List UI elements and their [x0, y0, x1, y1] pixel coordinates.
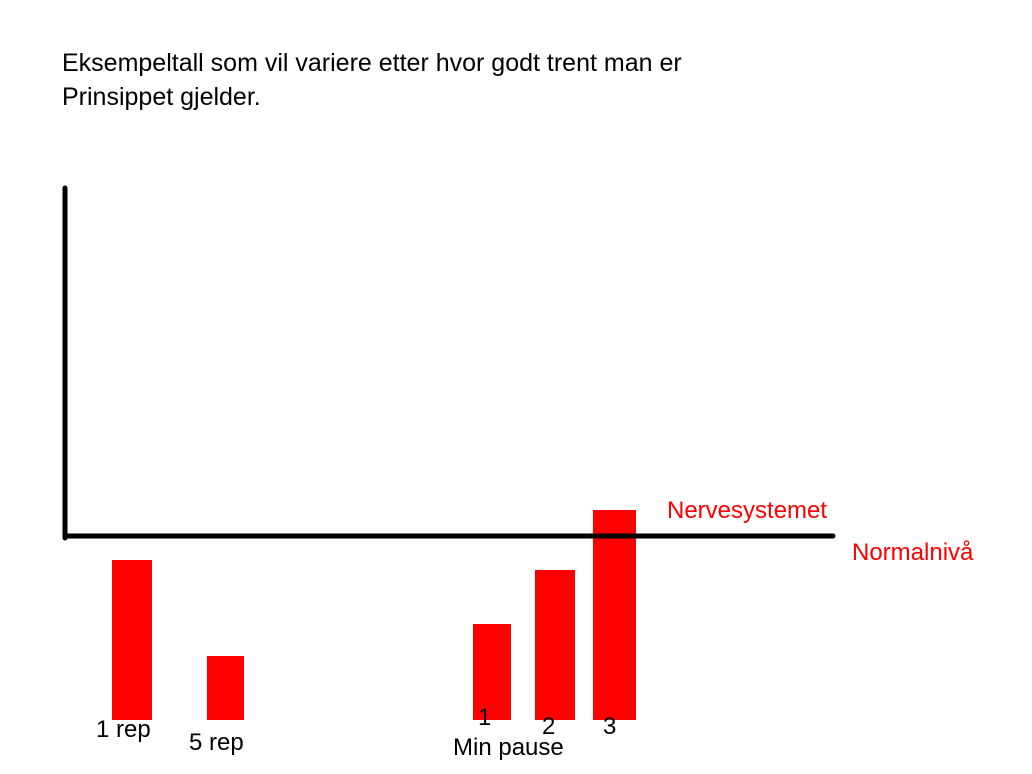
category-label-pause-3: 3	[603, 713, 616, 740]
group-label-min-pause: Min pause	[453, 734, 564, 761]
chart-title-line-2: Prinsippet gjelder.	[62, 83, 261, 111]
bar-3-4	[593, 510, 636, 720]
bars-group	[112, 510, 636, 720]
annotation-nervesystemet: Nervesystemet	[667, 497, 827, 524]
chart-title-line-1: Eksempeltall som vil variere etter hvor …	[62, 49, 682, 77]
category-label-1-rep: 1 rep	[96, 716, 151, 743]
bar-1-rep-0	[112, 560, 152, 720]
category-label-5-rep: 5 rep	[189, 729, 244, 756]
chart-title: Eksempeltall som vil variere etter hvor …	[62, 46, 682, 114]
bar-2-3	[535, 570, 575, 720]
bar-5-rep-1	[207, 656, 244, 720]
bar-1-2	[473, 624, 511, 720]
category-label-pause-1: 1	[478, 704, 491, 731]
annotation-normalniva: Normalnivå	[852, 539, 974, 566]
category-label-pause-2: 2	[542, 713, 555, 740]
